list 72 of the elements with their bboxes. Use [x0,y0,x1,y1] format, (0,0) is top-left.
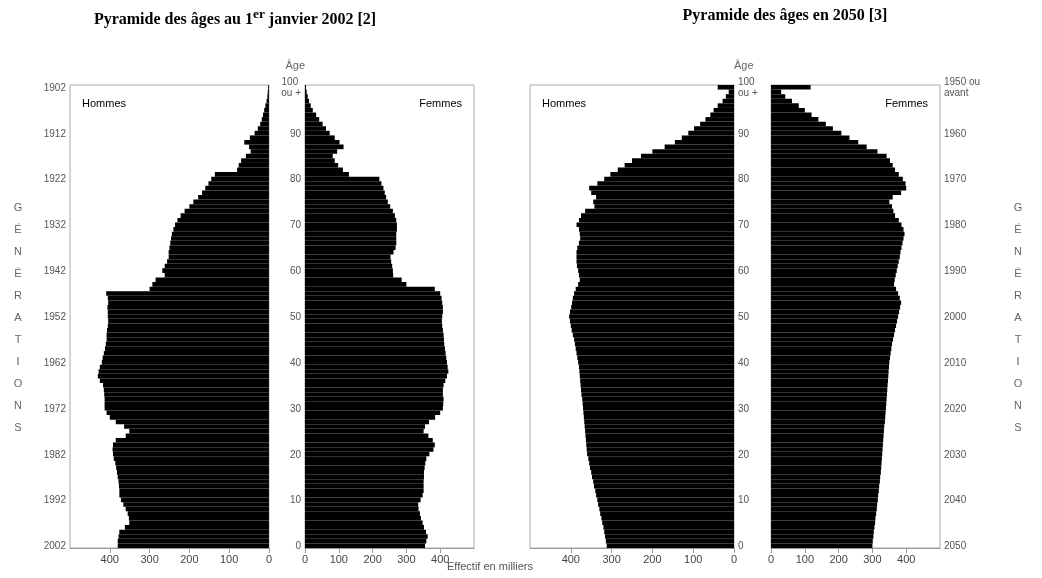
y-tick-label: 2000 [944,311,967,322]
x-tick-label: 300 [602,552,621,565]
y-tick-label: 50 [738,311,750,322]
text: Pyramide des âges en 2050 [3] [682,6,888,24]
x-tick-label: 100 [329,552,348,565]
y-tick-label: 90 [738,127,750,139]
y-tick-label: 2010 [944,356,967,368]
x-tick-label: 200 [180,552,199,565]
text: Hommes [542,96,587,109]
text: GÉNÉRATIONS [1013,200,1023,433]
y-tick-label: 0 [295,540,302,552]
y-tick-label: 2030 [944,448,967,460]
y-tick-label: 1962 [43,356,67,368]
y-tick-label: 80 [738,173,750,185]
chart-title: Pyramide des âges au 1$^{er}$ janvier 2002 [2] [93,6,377,29]
y-tick-label: 1990 [944,265,967,277]
x-tick-label: 200 [363,552,382,565]
y-tick-label: 50 [289,311,302,322]
y-tick-label: 1932 [43,219,67,231]
x-tick-label: 300 [863,552,882,565]
x-tick-label: 200 [643,552,662,565]
y-tick-label: 30 [738,402,750,414]
x-tick-label: 300 [140,552,159,565]
x-tick-label: 100 [219,552,239,565]
x-tick-label: 0 [768,552,775,565]
y-tick-label: 2040 [944,494,967,506]
y-tick-label: 30 [289,402,302,414]
y-tick-label: 20 [289,448,302,460]
y-tick-label: 1942 [43,265,67,277]
y-tick-label: 1992 [43,494,67,506]
y-tick-label: 90 [289,127,302,139]
y-tick-label: 1982 [43,448,67,460]
y-axis-title: Âge [734,59,754,72]
x-tick-label: 100 [795,552,815,565]
y-tick-label: 60 [289,265,302,277]
y-tick-label: 1950 ou avant [944,76,983,99]
y-tick-label: 20 [738,448,750,460]
y-axis-title: Âge [285,59,305,72]
y-tick-label: 1980 [944,219,967,231]
y-tick-label: 70 [289,219,302,231]
x-tick-label: 400 [897,552,916,565]
y-tick-label: 60 [738,265,750,277]
text: Hommes [82,96,127,109]
y-tick-label: 70 [738,219,750,231]
x-tick-label: 300 [397,552,416,565]
y-tick-label: 2020 [944,402,967,414]
x-tick-label: 100 [684,552,703,565]
y-tick-label: 2002 [43,540,67,552]
text: GÉNÉRATIONS [13,200,23,433]
y-tick-label: 1960 [944,127,967,139]
y-tick-label: 1902 [43,81,67,93]
y-tick-label: 100 ou + [738,76,758,99]
y-tick-label: 80 [289,173,302,185]
y-tick-label: 40 [289,356,302,368]
x-tick-label: 200 [829,552,848,565]
x-tick-label: 0 [265,552,272,565]
y-tick-label: 1922 [43,173,67,185]
y-tick-label: 2050 [944,540,967,552]
y-tick-label: 100 ou + [281,76,302,99]
text: Femmes [419,96,463,109]
y-tick-label: 10 [289,494,302,506]
y-tick-label: 0 [738,540,744,552]
y-tick-label: 10 [738,494,750,506]
x-tick-label: 0 [730,552,738,565]
y-tick-label: 1912 [43,127,67,139]
y-tick-label: 1952 [43,311,67,322]
x-tick-label: 400 [561,552,580,565]
y-tick-label: 40 [738,356,750,368]
y-tick-label: 1972 [43,402,67,414]
text: Femmes [885,96,929,109]
x-tick-label: 400 [100,552,119,565]
y-tick-label: 1970 [944,173,967,185]
